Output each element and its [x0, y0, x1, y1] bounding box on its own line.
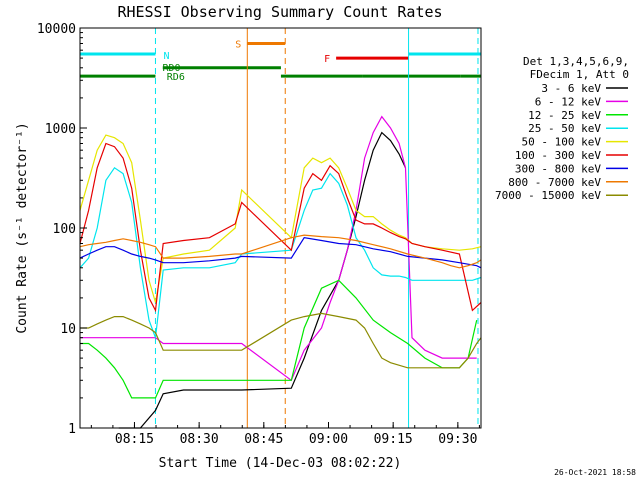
legend-label: 300 - 800 keV: [515, 162, 601, 175]
legend-label: 25 - 50 keV: [528, 122, 601, 135]
legend-label: 800 - 7000 keV: [508, 176, 601, 189]
x-tick-label: 09:30: [438, 432, 477, 447]
series-line-7: [79, 234, 482, 269]
timestamp: 26-Oct-2021 18:58: [554, 468, 636, 477]
series-line-6: [79, 237, 482, 269]
series-line-0: [118, 131, 407, 429]
legend: Det 1,3,4,5,6,9,FDecim 1, Att 03 - 6 keV…: [495, 55, 629, 202]
legend-label: 12 - 25 keV: [528, 109, 601, 122]
x-tick-label: 08:15: [115, 432, 154, 447]
series-line-4: [79, 134, 482, 303]
flag-S-label: S: [235, 39, 241, 50]
flag-N-label: N: [163, 51, 169, 62]
series-line-8: [80, 312, 482, 369]
x-axis-label: Start Time (14-Dec-03 08:02:22): [159, 456, 402, 471]
x-tick-label: 09:15: [374, 432, 413, 447]
y-tick-label: 1000: [45, 122, 76, 137]
legend-label: 100 - 300 keV: [515, 149, 601, 162]
series-line-1: [80, 115, 477, 382]
legend-label: 50 - 100 keV: [522, 136, 602, 149]
flag-RD0-label: RD0: [162, 63, 180, 74]
series-layer: [79, 115, 482, 429]
flag-RD6-label: RD6: [167, 72, 185, 83]
y-tick-label: 100: [53, 222, 76, 237]
x-axis: 08:15 08:30 08:45 09:00 09:15 09:30: [90, 422, 480, 447]
chart-title: RHESSI Observing Summary Count Rates: [117, 3, 442, 21]
legend-header-line: FDecim 1, Att 0: [530, 68, 629, 81]
y-axis-label: Count Rate (s⁻¹ detector⁻¹): [15, 122, 30, 333]
flag-F-label: F: [324, 54, 330, 65]
legend-header-line: Det 1,3,4,5,6,9,: [523, 55, 629, 68]
y-axis: 1 10 100 1000 10000: [37, 22, 87, 437]
series-line-2: [80, 279, 478, 399]
series-line-3: [79, 166, 482, 338]
y-tick-label: 10: [60, 322, 76, 337]
series-line-5: [79, 142, 482, 313]
x-tick-label: 08:45: [244, 432, 283, 447]
y-tick-label: 10000: [37, 22, 76, 37]
legend-label: 7000 - 15000 keV: [495, 189, 601, 202]
legend-label: 6 - 12 keV: [535, 95, 602, 108]
x-tick-label: 08:30: [180, 432, 219, 447]
legend-label: 3 - 6 keV: [541, 82, 601, 95]
x-tick-label: 09:00: [309, 432, 348, 447]
y-tick-label: 1: [68, 422, 76, 437]
